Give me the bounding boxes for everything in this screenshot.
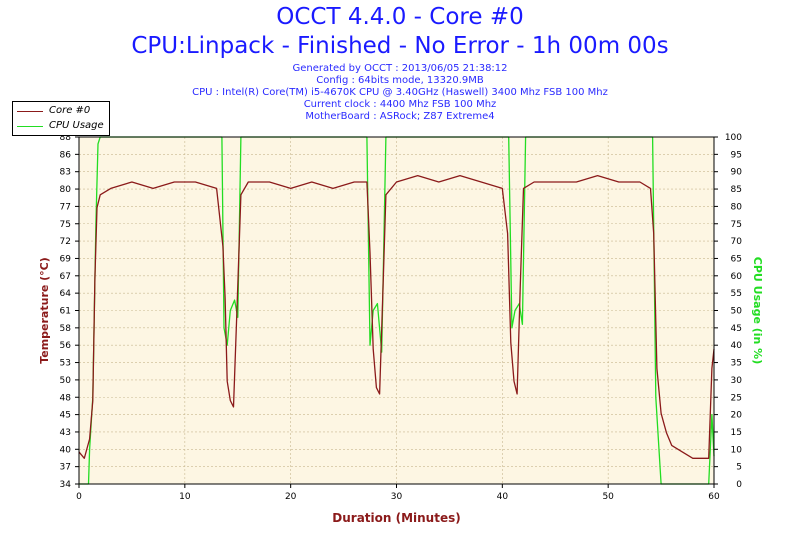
x-tick-label: 0: [76, 492, 82, 502]
y-tick-label: 72: [60, 237, 71, 247]
y2-tick-label: 90: [731, 168, 743, 178]
y2-tick-label: 0: [736, 480, 742, 490]
y2-tick-label: 25: [731, 393, 742, 403]
y-tick-label: 58: [60, 324, 72, 334]
y-tick-label: 83: [60, 168, 71, 178]
y2-tick-label: 5: [736, 463, 742, 473]
legend-label-core0: Core #0: [49, 105, 91, 116]
x-tick-label: 40: [497, 492, 509, 502]
x-tick-label: 20: [285, 492, 297, 502]
y-tick-label: 56: [60, 341, 72, 351]
y-tick-label: 43: [60, 428, 71, 438]
y2-tick-label: 70: [731, 237, 743, 247]
chart-title: OCCT 4.4.0 - Core #0: [276, 4, 524, 30]
y-axis-ticks: 34 37 40 43 45 48 50 53 56 58 61 64 67 69 72 75 77 80 83 86…: [60, 133, 79, 490]
series-line-cpu-usage: [79, 136, 715, 485]
y2-tick-label: 40: [731, 341, 743, 351]
y2-axis-label: CPU Usage (in %): [751, 257, 764, 364]
legend-item-core0: Core #0: [13, 104, 109, 118]
legend-item-cpu-usage: CPU Usage: [13, 119, 109, 133]
legend-label-cpu-usage: CPU Usage: [49, 120, 104, 131]
y-tick-label: 50: [60, 376, 72, 386]
y2-tick-label: 15: [731, 428, 742, 438]
x-tick-label: 30: [391, 492, 403, 502]
y-tick-label: 61: [60, 307, 71, 317]
y-tick-label: 37: [60, 463, 71, 473]
legend-swatch-core0: [17, 111, 43, 112]
y2-tick-label: 35: [731, 359, 742, 369]
x-tick-label: 10: [179, 492, 191, 502]
y2-axis-ticks: 0 5 10 15 20 25 30 35 40 45 50 55 60 65 70 75 80 85 90 95 10…: [714, 133, 742, 490]
y2-tick-label: 75: [731, 220, 742, 230]
x-tick-label: 60: [708, 492, 720, 502]
y2-tick-label: 55: [731, 289, 742, 299]
y2-tick-label: 60: [731, 272, 743, 282]
y-tick-label: 86: [60, 150, 72, 160]
y2-tick-label: 65: [731, 254, 742, 264]
info-cpu: CPU : Intel(R) Core(TM) i5-4670K CPU @ 3…: [192, 87, 608, 98]
legend-swatch-cpu-usage: [17, 126, 43, 127]
y2-tick-label: 30: [731, 376, 743, 386]
y-tick-label: 48: [60, 393, 72, 403]
y-tick-label: 77: [60, 202, 71, 212]
y2-tick-label: 95: [731, 150, 742, 160]
y2-tick-label: 80: [731, 202, 743, 212]
y2-tick-label: 10: [731, 445, 743, 455]
y2-tick-label: 45: [731, 324, 742, 334]
y-tick-label: 88: [60, 133, 72, 143]
series-line-core0: [78, 174, 715, 459]
y-tick-label: 80: [60, 185, 72, 195]
y-tick-label: 34: [60, 480, 72, 490]
y-axis-label: Temperature (°C): [38, 257, 51, 364]
y2-tick-label: 50: [731, 307, 743, 317]
x-tick-label: 50: [602, 492, 614, 502]
y-tick-label: 53: [60, 359, 71, 369]
series-lines: [78, 136, 715, 485]
chart-subtitle: CPU:Linpack - Finished - No Error - 1h 0…: [131, 33, 669, 59]
y-tick-label: 45: [60, 411, 71, 421]
y-tick-label: 40: [60, 445, 72, 455]
y2-tick-label: 20: [731, 411, 743, 421]
info-generated: Generated by OCCT : 2013/06/05 21:38:12: [292, 63, 508, 74]
x-axis-label: Duration (Minutes): [332, 511, 460, 525]
info-clock: Current clock : 4400 Mhz FSB 100 Mhz: [303, 99, 497, 110]
y-tick-label: 64: [60, 289, 72, 299]
y-tick-label: 75: [60, 220, 71, 230]
plot-border: [78, 136, 715, 485]
info-motherboard: MotherBoard : ASRock; Z87 Extreme4: [305, 111, 495, 122]
y-tick-label: 67: [60, 272, 71, 282]
y2-tick-label: 85: [731, 185, 742, 195]
info-config: Config : 64bits mode, 13320.9MB: [316, 75, 484, 86]
legend: Core #0 CPU Usage: [12, 101, 110, 136]
x-axis-ticks: 0 10 20 30 40 50 60: [76, 484, 720, 502]
y-tick-label: 69: [60, 254, 72, 264]
y2-tick-label: 100: [725, 133, 742, 143]
